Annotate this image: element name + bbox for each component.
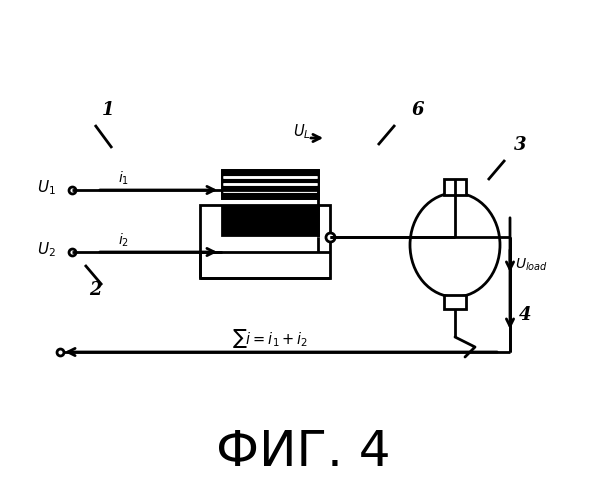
Text: $U_1$: $U_1$ xyxy=(36,178,55,198)
Text: $U_{load}$: $U_{load}$ xyxy=(515,257,548,273)
Text: 3: 3 xyxy=(514,136,526,154)
Ellipse shape xyxy=(410,193,500,297)
Text: $U_2$: $U_2$ xyxy=(36,240,55,260)
Text: 2: 2 xyxy=(89,281,101,299)
Text: $i_2$: $i_2$ xyxy=(118,232,129,248)
Text: $i_1$: $i_1$ xyxy=(118,170,129,186)
Bar xyxy=(444,295,466,309)
Bar xyxy=(200,205,330,278)
Text: 4: 4 xyxy=(519,306,531,324)
Text: ФИГ. 4: ФИГ. 4 xyxy=(215,428,390,476)
Bar xyxy=(222,170,318,198)
Bar xyxy=(222,206,318,235)
Bar xyxy=(222,206,318,235)
Text: $U_L$: $U_L$ xyxy=(293,122,311,142)
Text: $\sum i = i_1 + i_2$: $\sum i = i_1 + i_2$ xyxy=(232,326,308,349)
Text: 6: 6 xyxy=(412,101,424,119)
Text: 1: 1 xyxy=(102,101,114,119)
Bar xyxy=(444,179,466,195)
Bar xyxy=(222,170,318,198)
